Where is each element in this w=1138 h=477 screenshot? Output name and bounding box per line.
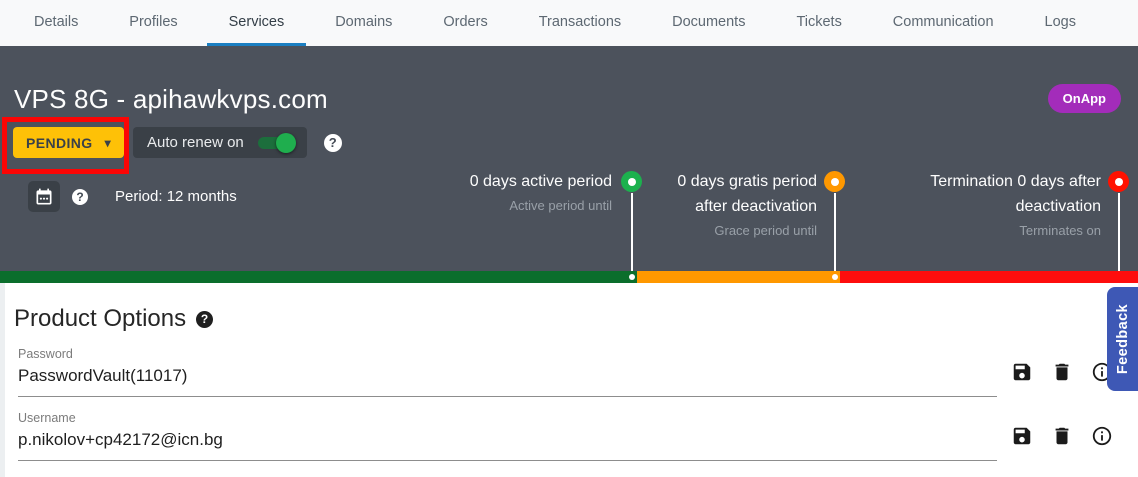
delete-button[interactable] (1050, 360, 1073, 383)
help-icon[interactable]: ? (72, 188, 88, 205)
bar-segment-active (0, 271, 637, 283)
bar-milestone-dot (629, 274, 635, 280)
milestone-title: Termination 0 days after deactivation (930, 173, 1101, 215)
onapp-badge[interactable]: OnApp (1047, 84, 1121, 113)
delete-button[interactable] (1050, 424, 1073, 447)
tab-domains[interactable]: Domains (335, 13, 393, 30)
chevron-down-icon: ▾ (104, 135, 112, 150)
bar-milestone-dot (832, 274, 838, 280)
tab-documents[interactable]: Documents (672, 13, 746, 30)
save-button[interactable] (1010, 360, 1033, 383)
row-actions (1010, 424, 1113, 447)
info-button[interactable] (1090, 424, 1113, 447)
trash-icon (1055, 427, 1068, 444)
milestone-marker-green (621, 171, 642, 192)
milestone-connector (834, 193, 836, 272)
tab-orders[interactable]: Orders (443, 13, 488, 30)
info-icon (1092, 362, 1111, 381)
milestone-subtitle: Terminates on (1019, 223, 1101, 238)
tab-profiles[interactable]: Profiles (129, 13, 178, 30)
save-button[interactable] (1010, 424, 1033, 447)
product-options-header: Product Options ? (14, 305, 1138, 333)
field-value[interactable]: PasswordVault(11017) (18, 366, 188, 385)
tab-details[interactable]: Details (34, 13, 79, 30)
milestone-active-period: 0 days active period Active period until (392, 169, 612, 218)
milestone-subtitle: Grace period until (714, 223, 817, 238)
help-icon[interactable]: ? (323, 133, 342, 152)
status-row: PENDING ▾ Auto renew on ? (13, 127, 342, 158)
feedback-tab[interactable]: Feedback (1107, 287, 1138, 391)
info-icon (1092, 426, 1111, 445)
milestone-connector (631, 193, 633, 272)
calendar-icon (36, 188, 52, 204)
password-field[interactable]: Password PasswordVault(11017) (18, 346, 997, 397)
feedback-label: Feedback (1114, 303, 1131, 375)
auto-renew-chip: Auto renew on (133, 127, 307, 158)
page-title: VPS 8G - apihawkvps.com (14, 84, 328, 114)
auto-renew-toggle[interactable] (256, 132, 296, 153)
trash-icon (1055, 363, 1068, 380)
tab-bar: Details Profiles Services Domains Orders… (0, 0, 1138, 46)
help-icon[interactable]: ? (196, 310, 214, 328)
product-options-section: Product Options ? Password PasswordVault… (0, 283, 1138, 477)
period-label: Period: 12 months (115, 188, 237, 205)
service-header: VPS 8G - apihawkvps.com OnApp PENDING ▾ … (0, 46, 1138, 283)
milestone-connector (1118, 193, 1120, 272)
calendar-button[interactable] (28, 181, 60, 212)
status-timeline-bar (0, 271, 1138, 283)
bar-segment-grace (637, 271, 840, 283)
toggle-thumb (275, 132, 296, 153)
auto-renew-label: Auto renew on (147, 134, 244, 151)
period-row: ? Period: 12 months (28, 181, 237, 212)
milestone-title: 0 days gratis period after deactivation (677, 173, 817, 215)
status-dropdown[interactable]: PENDING ▾ (13, 127, 125, 158)
row-actions (1010, 360, 1113, 383)
status-label: PENDING (26, 134, 93, 151)
milestone-subtitle: Active period until (509, 198, 612, 213)
field-row-password: Password PasswordVault(11017) (0, 346, 1138, 397)
info-button[interactable] (1090, 360, 1113, 383)
tab-transactions[interactable]: Transactions (538, 13, 622, 30)
field-label: Password (18, 347, 73, 361)
field-row-username: Username p.nikolov+cp42172@icn.bg (0, 410, 1138, 461)
milestone-title: 0 days active period (469, 173, 612, 190)
tab-services[interactable]: Services (206, 0, 307, 46)
section-title: Product Options (14, 305, 187, 332)
milestone-termination: Termination 0 days after deactivation Te… (889, 169, 1101, 243)
page-gutter (0, 283, 5, 477)
milestone-marker-orange (824, 171, 845, 192)
tab-communication[interactable]: Communication (892, 13, 994, 30)
tab-tickets[interactable]: Tickets (796, 13, 842, 30)
save-icon (1013, 427, 1030, 444)
username-field[interactable]: Username p.nikolov+cp42172@icn.bg (18, 410, 997, 461)
tab-logs[interactable]: Logs (1044, 13, 1076, 30)
bar-segment-termination (840, 271, 1138, 283)
milestone-marker-red (1108, 171, 1129, 192)
milestone-grace-period: 0 days gratis period after deactivation … (665, 169, 817, 243)
field-label: Username (18, 411, 76, 425)
save-icon (1013, 363, 1030, 380)
field-value[interactable]: p.nikolov+cp42172@icn.bg (18, 430, 223, 449)
